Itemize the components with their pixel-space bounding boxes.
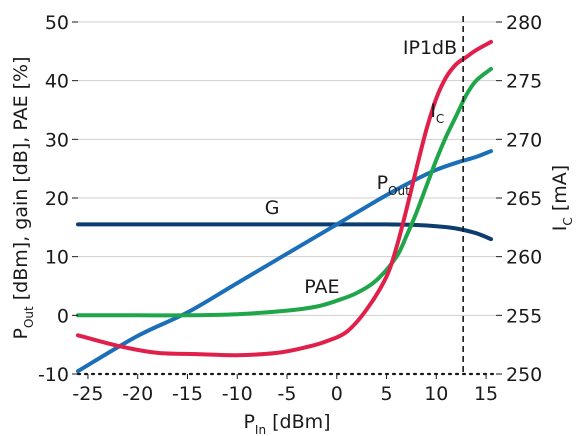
x-tick-label: -5 bbox=[278, 383, 297, 405]
series-line-i-c bbox=[76, 39, 493, 358]
y-left-tick-label: 50 bbox=[45, 12, 69, 34]
x-tick-label: -15 bbox=[172, 383, 203, 405]
gridlines bbox=[78, 21, 496, 316]
y-right-axis-title: IC [mA] bbox=[549, 165, 575, 231]
y-left-tick-label: 10 bbox=[45, 247, 69, 269]
x-tick-label: 15 bbox=[474, 383, 498, 405]
series-labels: G PAE POut IC bbox=[265, 100, 445, 298]
y-left-tick-label: 40 bbox=[45, 71, 69, 93]
y-right-tick-label: 280 bbox=[506, 12, 542, 34]
series-label-ic: IC bbox=[430, 100, 444, 126]
y-right-tick-label: 270 bbox=[506, 129, 542, 151]
x-axis-title: PIn [dBm] bbox=[243, 411, 330, 436]
y-right-tick-label: 265 bbox=[506, 188, 542, 210]
y-left-tick-label: -10 bbox=[38, 364, 69, 386]
series-label-pout: POut bbox=[377, 172, 411, 198]
series-line-g bbox=[76, 222, 493, 242]
x-tick-label: 5 bbox=[380, 383, 392, 405]
x-tick-label: -25 bbox=[72, 383, 103, 405]
y-left-tick-label: 0 bbox=[57, 305, 69, 327]
y-right-tick-label: 255 bbox=[506, 305, 542, 327]
series-label-g: G bbox=[265, 197, 280, 219]
y-right-tick-label: 275 bbox=[506, 71, 542, 93]
ip1db-label: IP1dB bbox=[403, 37, 457, 59]
y-right-tick-label: 260 bbox=[506, 247, 542, 269]
y-right-tick-label: 250 bbox=[506, 364, 542, 386]
x-tick-label: 10 bbox=[424, 383, 448, 405]
series-line-p-out bbox=[76, 149, 493, 374]
x-tick-label: 0 bbox=[331, 383, 343, 405]
ip1db-marker: IP1dB bbox=[403, 16, 464, 374]
series-label-pae: PAE bbox=[304, 276, 339, 298]
series-line-pae bbox=[76, 66, 493, 318]
x-tick-label: -10 bbox=[222, 383, 253, 405]
y-left-tick-label: 20 bbox=[45, 188, 69, 210]
y-left-tick-label: 30 bbox=[45, 129, 69, 151]
series-lines bbox=[76, 39, 493, 374]
y-left-axis-title: POut [dBm], gain [dB], PAE [%] bbox=[10, 56, 36, 339]
x-tick-label: -20 bbox=[122, 383, 153, 405]
